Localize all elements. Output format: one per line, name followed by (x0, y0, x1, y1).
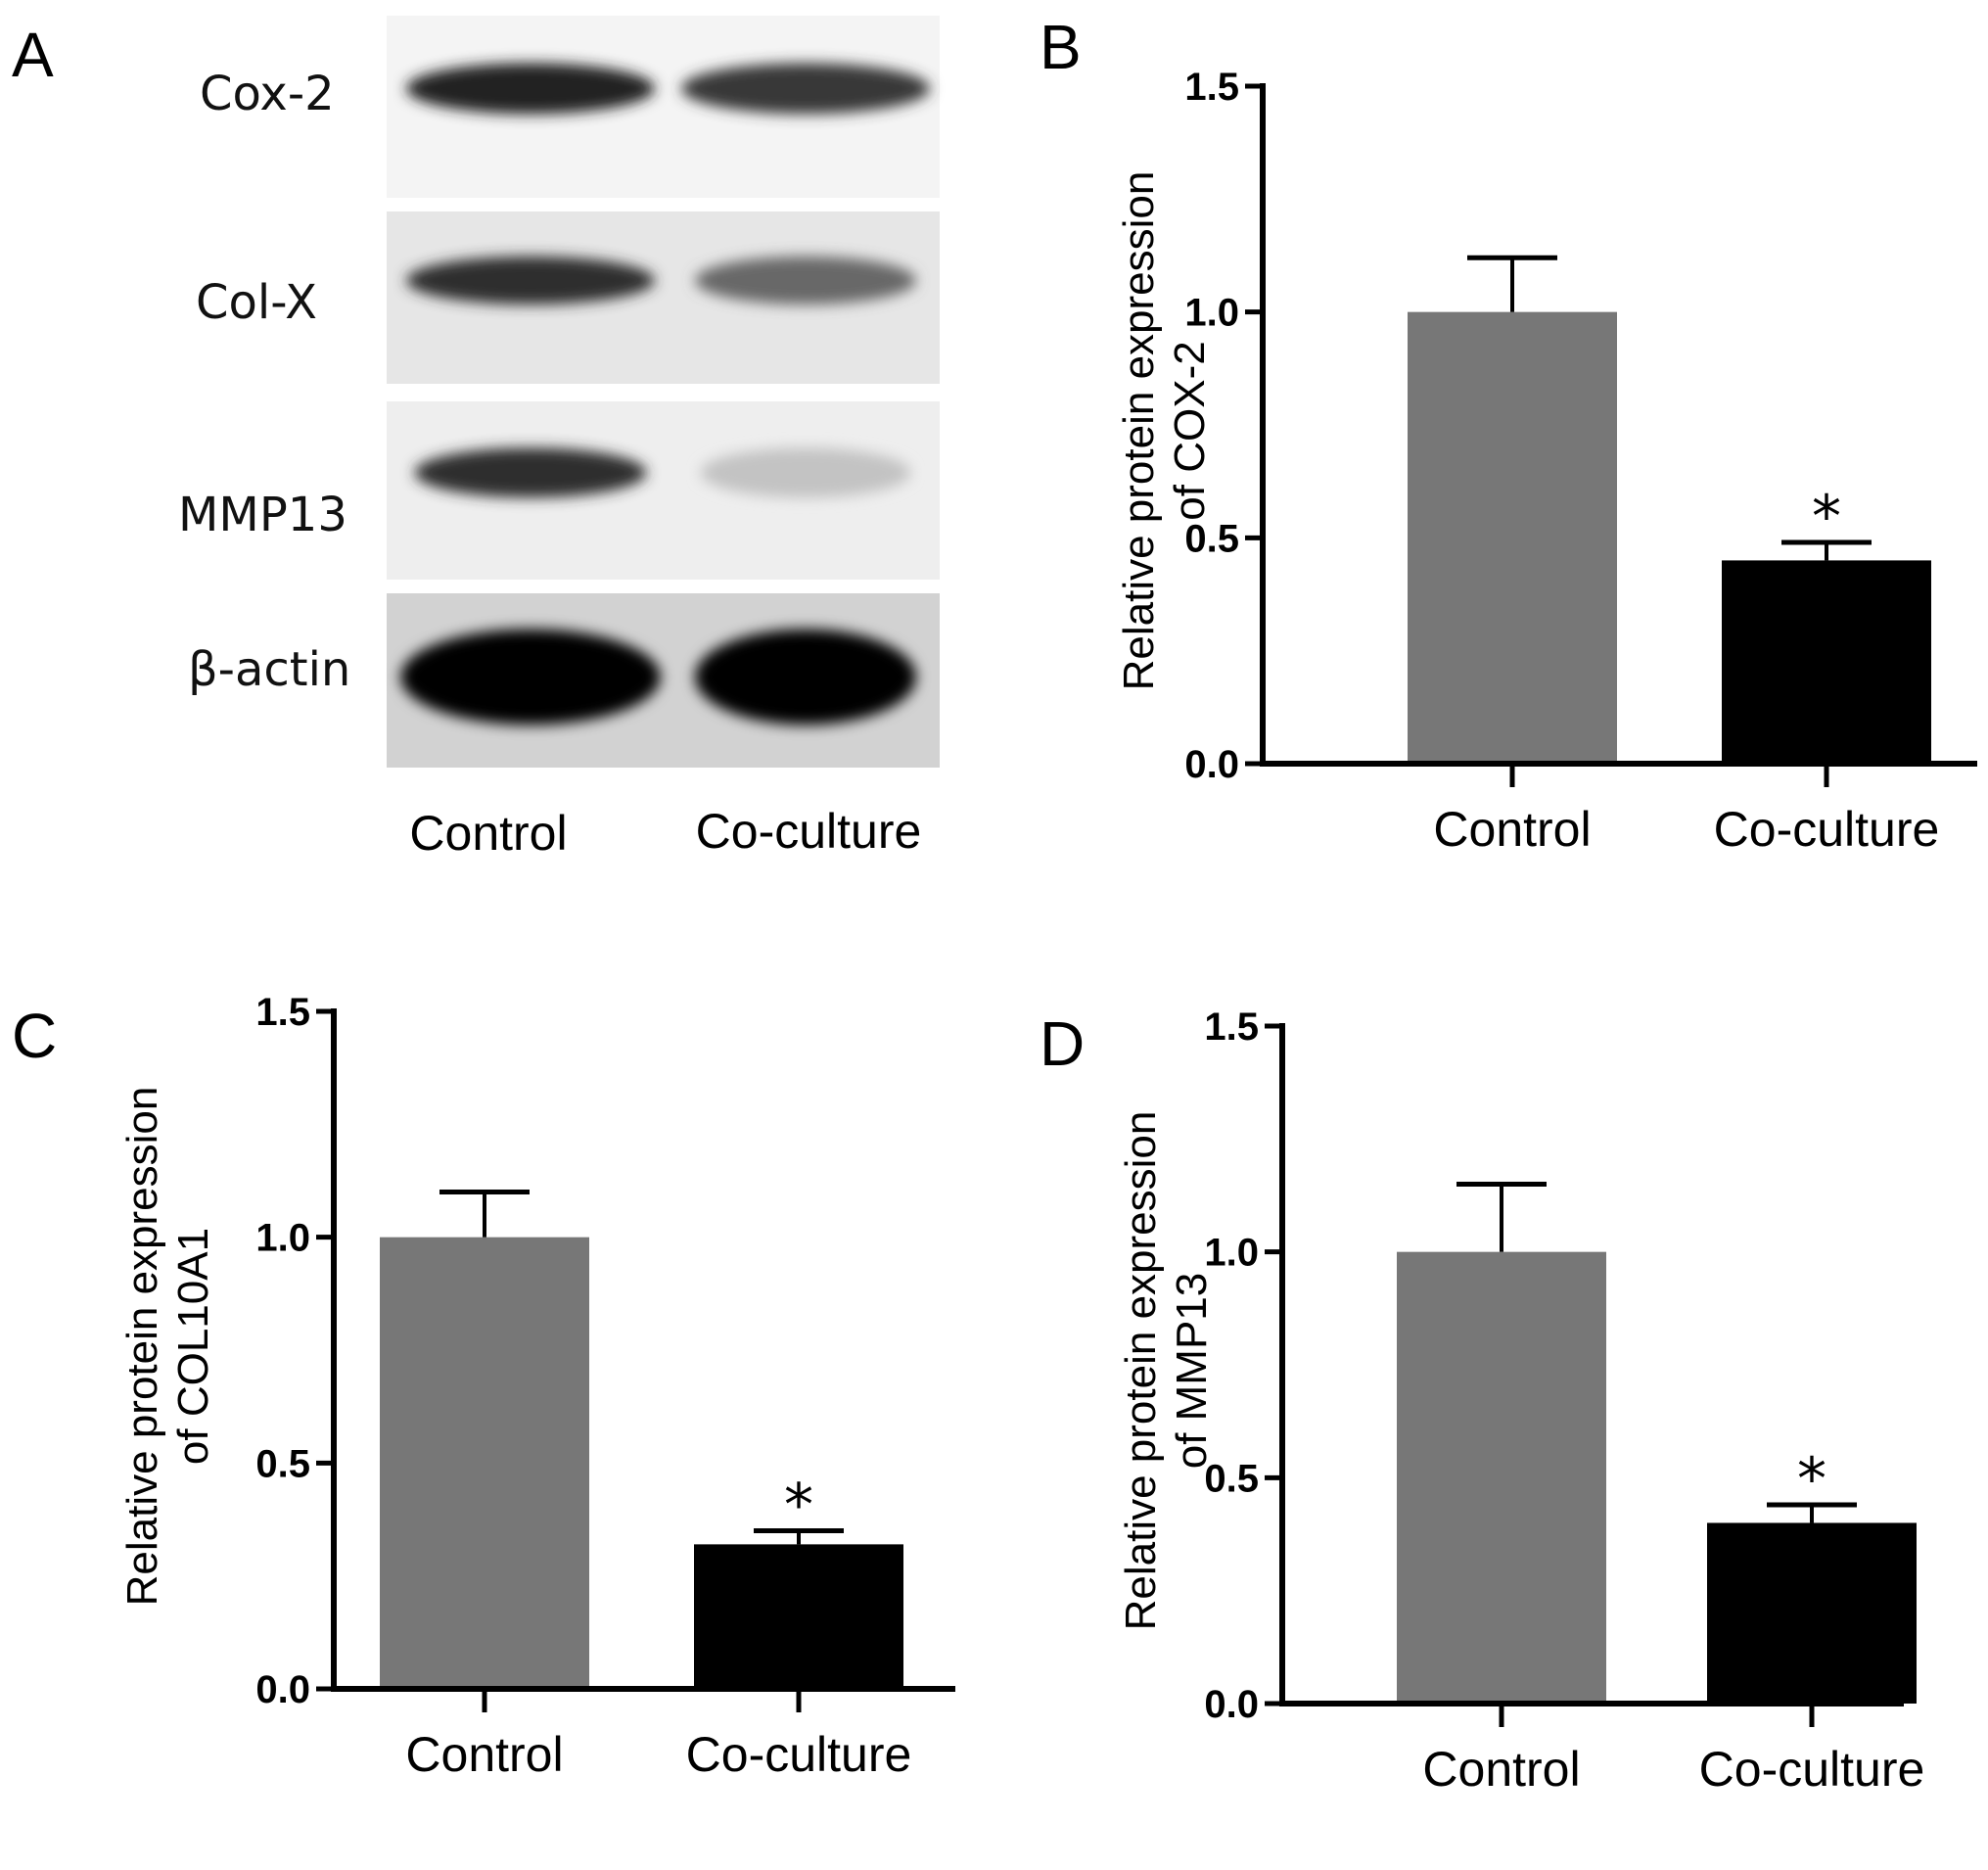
blot-band (405, 63, 656, 115)
lane-label-coculture: Co-culture (696, 804, 922, 859)
y-tick-label: 0.5 (255, 1442, 310, 1485)
blot-strip (387, 16, 940, 198)
bar-chart-mmp13: D Relative protein expression of MMP13 C… (1040, 1005, 1924, 1797)
blot-strip (387, 401, 940, 580)
y-axis-title-line1: Relative protein expression (1117, 1111, 1165, 1631)
y-axis-title-line2: of COL10A1 (169, 1228, 217, 1465)
bar (1722, 560, 1931, 764)
blot-strips (387, 16, 940, 768)
bar (694, 1544, 903, 1689)
y-axis-title-line2: of COX-2 (1166, 341, 1214, 520)
blot-label-beta-actin: β-actin (188, 642, 350, 697)
plot-area: Control * Co-culture 0.0 0.5 1.0 1.5 (1204, 1005, 1924, 1797)
blot-band (695, 629, 916, 725)
y-tick-label: 0.5 (1204, 1457, 1259, 1500)
x-tick-label: Control (405, 1727, 563, 1782)
bar-chart-cox2: B Relative protein expression of COX-2 C… (1040, 12, 1977, 857)
panel-label-b: B (1040, 12, 1082, 82)
lane-label-control: Control (409, 806, 567, 861)
blot-band (680, 63, 931, 115)
y-tick-label: 1.0 (1184, 292, 1239, 335)
y-tick-label: 1.0 (255, 1217, 310, 1260)
blot-protein-labels: Cox-2 Col-X MMP13 β-actin (178, 67, 350, 697)
bar (1408, 311, 1617, 764)
y-tick-label: 0.0 (1204, 1683, 1259, 1726)
y-tick-label: 1.5 (1204, 1005, 1259, 1049)
blot-label-colx: Col-X (196, 275, 317, 330)
plot-area: Control * Co-culture 0.0 0.5 1.0 1.5 (255, 991, 955, 1782)
bar (1707, 1522, 1917, 1704)
blot-strip (387, 593, 940, 768)
blot-band (400, 629, 661, 725)
bar (380, 1237, 589, 1689)
panel-label-c: C (12, 1001, 57, 1071)
bar (1397, 1251, 1606, 1704)
x-tick-label: Co-culture (686, 1727, 912, 1782)
panel-label-d: D (1040, 1008, 1085, 1079)
plot-area: Control * Co-culture 0.0 0.5 1.0 1.5 (1184, 66, 1977, 857)
blot-label-mmp13: MMP13 (178, 488, 347, 542)
y-axis-title-line2: of MMP13 (1168, 1273, 1216, 1470)
significance-marker: * (1812, 483, 1841, 551)
panel-label-a: A (12, 20, 54, 90)
blot-band (700, 447, 911, 498)
y-axis-title: Relative protein expression of COX-2 (1115, 171, 1214, 691)
x-tick-label: Co-culture (1699, 1742, 1925, 1797)
y-tick-label: 0.0 (1184, 743, 1239, 786)
blot-band (414, 447, 647, 498)
significance-marker: * (1797, 1445, 1826, 1514)
blot-label-cox2: Cox-2 (200, 67, 335, 121)
y-axis-title-line1: Relative protein expression (1115, 171, 1163, 691)
y-axis-title: Relative protein expression of MMP13 (1117, 1111, 1216, 1631)
y-tick-label: 1.5 (1184, 66, 1239, 109)
y-axis-title-line1: Relative protein expression (118, 1087, 166, 1607)
y-tick-label: 0.5 (1184, 517, 1239, 560)
y-tick-label: 0.0 (255, 1668, 310, 1711)
blot-band (695, 256, 916, 305)
western-blot-panel: A Cox-2 Col-X MMP13 β-actin Control Co-c… (12, 16, 940, 861)
y-axis-title: Relative protein expression of COL10A1 (118, 1087, 217, 1607)
blot-strip (387, 211, 940, 384)
significance-marker: * (784, 1472, 813, 1540)
y-tick-label: 1.5 (255, 991, 310, 1034)
x-tick-label: Control (1422, 1742, 1580, 1797)
y-tick-label: 1.0 (1204, 1232, 1259, 1275)
bar-chart-col10a1: C Relative protein expression of COL10A1… (12, 991, 955, 1782)
x-tick-label: Control (1433, 802, 1591, 857)
blot-band (405, 256, 656, 305)
x-tick-label: Co-culture (1714, 802, 1940, 857)
